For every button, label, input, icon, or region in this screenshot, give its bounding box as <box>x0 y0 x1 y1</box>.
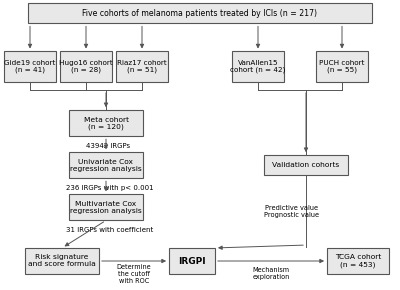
Text: Gide19 cohort
(n = 41): Gide19 cohort (n = 41) <box>4 60 56 73</box>
FancyBboxPatch shape <box>69 194 143 220</box>
Text: Five cohorts of melanoma patients treated by ICIs (n = 217): Five cohorts of melanoma patients treate… <box>82 8 318 18</box>
FancyBboxPatch shape <box>4 52 56 82</box>
Text: TCGA cohort
(n = 453): TCGA cohort (n = 453) <box>335 254 381 268</box>
Text: Univariate Cox
regression analysis: Univariate Cox regression analysis <box>70 159 142 172</box>
Text: 31 IRGPs with coefficient: 31 IRGPs with coefficient <box>66 227 154 233</box>
Text: Multivariate Cox
regression analysis: Multivariate Cox regression analysis <box>70 201 142 214</box>
Text: Risk signature
and score formula: Risk signature and score formula <box>28 255 96 267</box>
FancyBboxPatch shape <box>28 3 372 23</box>
FancyBboxPatch shape <box>327 248 389 274</box>
Text: Predictive value
Prognostic value: Predictive value Prognostic value <box>264 205 320 218</box>
FancyBboxPatch shape <box>169 248 215 274</box>
Text: Validation cohorts: Validation cohorts <box>272 162 340 168</box>
FancyBboxPatch shape <box>316 52 368 82</box>
FancyBboxPatch shape <box>116 52 168 82</box>
Text: Riaz17 cohort
(n = 51): Riaz17 cohort (n = 51) <box>117 60 167 73</box>
FancyBboxPatch shape <box>264 155 348 175</box>
FancyBboxPatch shape <box>69 152 143 178</box>
Text: Hugo16 cohort
(n = 28): Hugo16 cohort (n = 28) <box>59 60 113 73</box>
FancyBboxPatch shape <box>60 52 112 82</box>
Text: 236 IRGPs with p< 0.001: 236 IRGPs with p< 0.001 <box>66 185 154 191</box>
FancyBboxPatch shape <box>232 52 284 82</box>
Text: Determine
the cutoff
with ROC: Determine the cutoff with ROC <box>117 264 151 284</box>
FancyBboxPatch shape <box>25 248 99 274</box>
Text: 43942 IRGPs: 43942 IRGPs <box>86 143 130 149</box>
Text: PUCH cohort
(n = 55): PUCH cohort (n = 55) <box>319 60 365 73</box>
Text: VanAllen15
cohort (n = 42): VanAllen15 cohort (n = 42) <box>230 60 286 73</box>
Text: Meta cohort
(n = 120): Meta cohort (n = 120) <box>84 117 128 130</box>
Text: IRGPI: IRGPI <box>178 256 206 266</box>
FancyBboxPatch shape <box>69 110 143 136</box>
Text: Mechanism
exploration: Mechanism exploration <box>252 267 290 280</box>
